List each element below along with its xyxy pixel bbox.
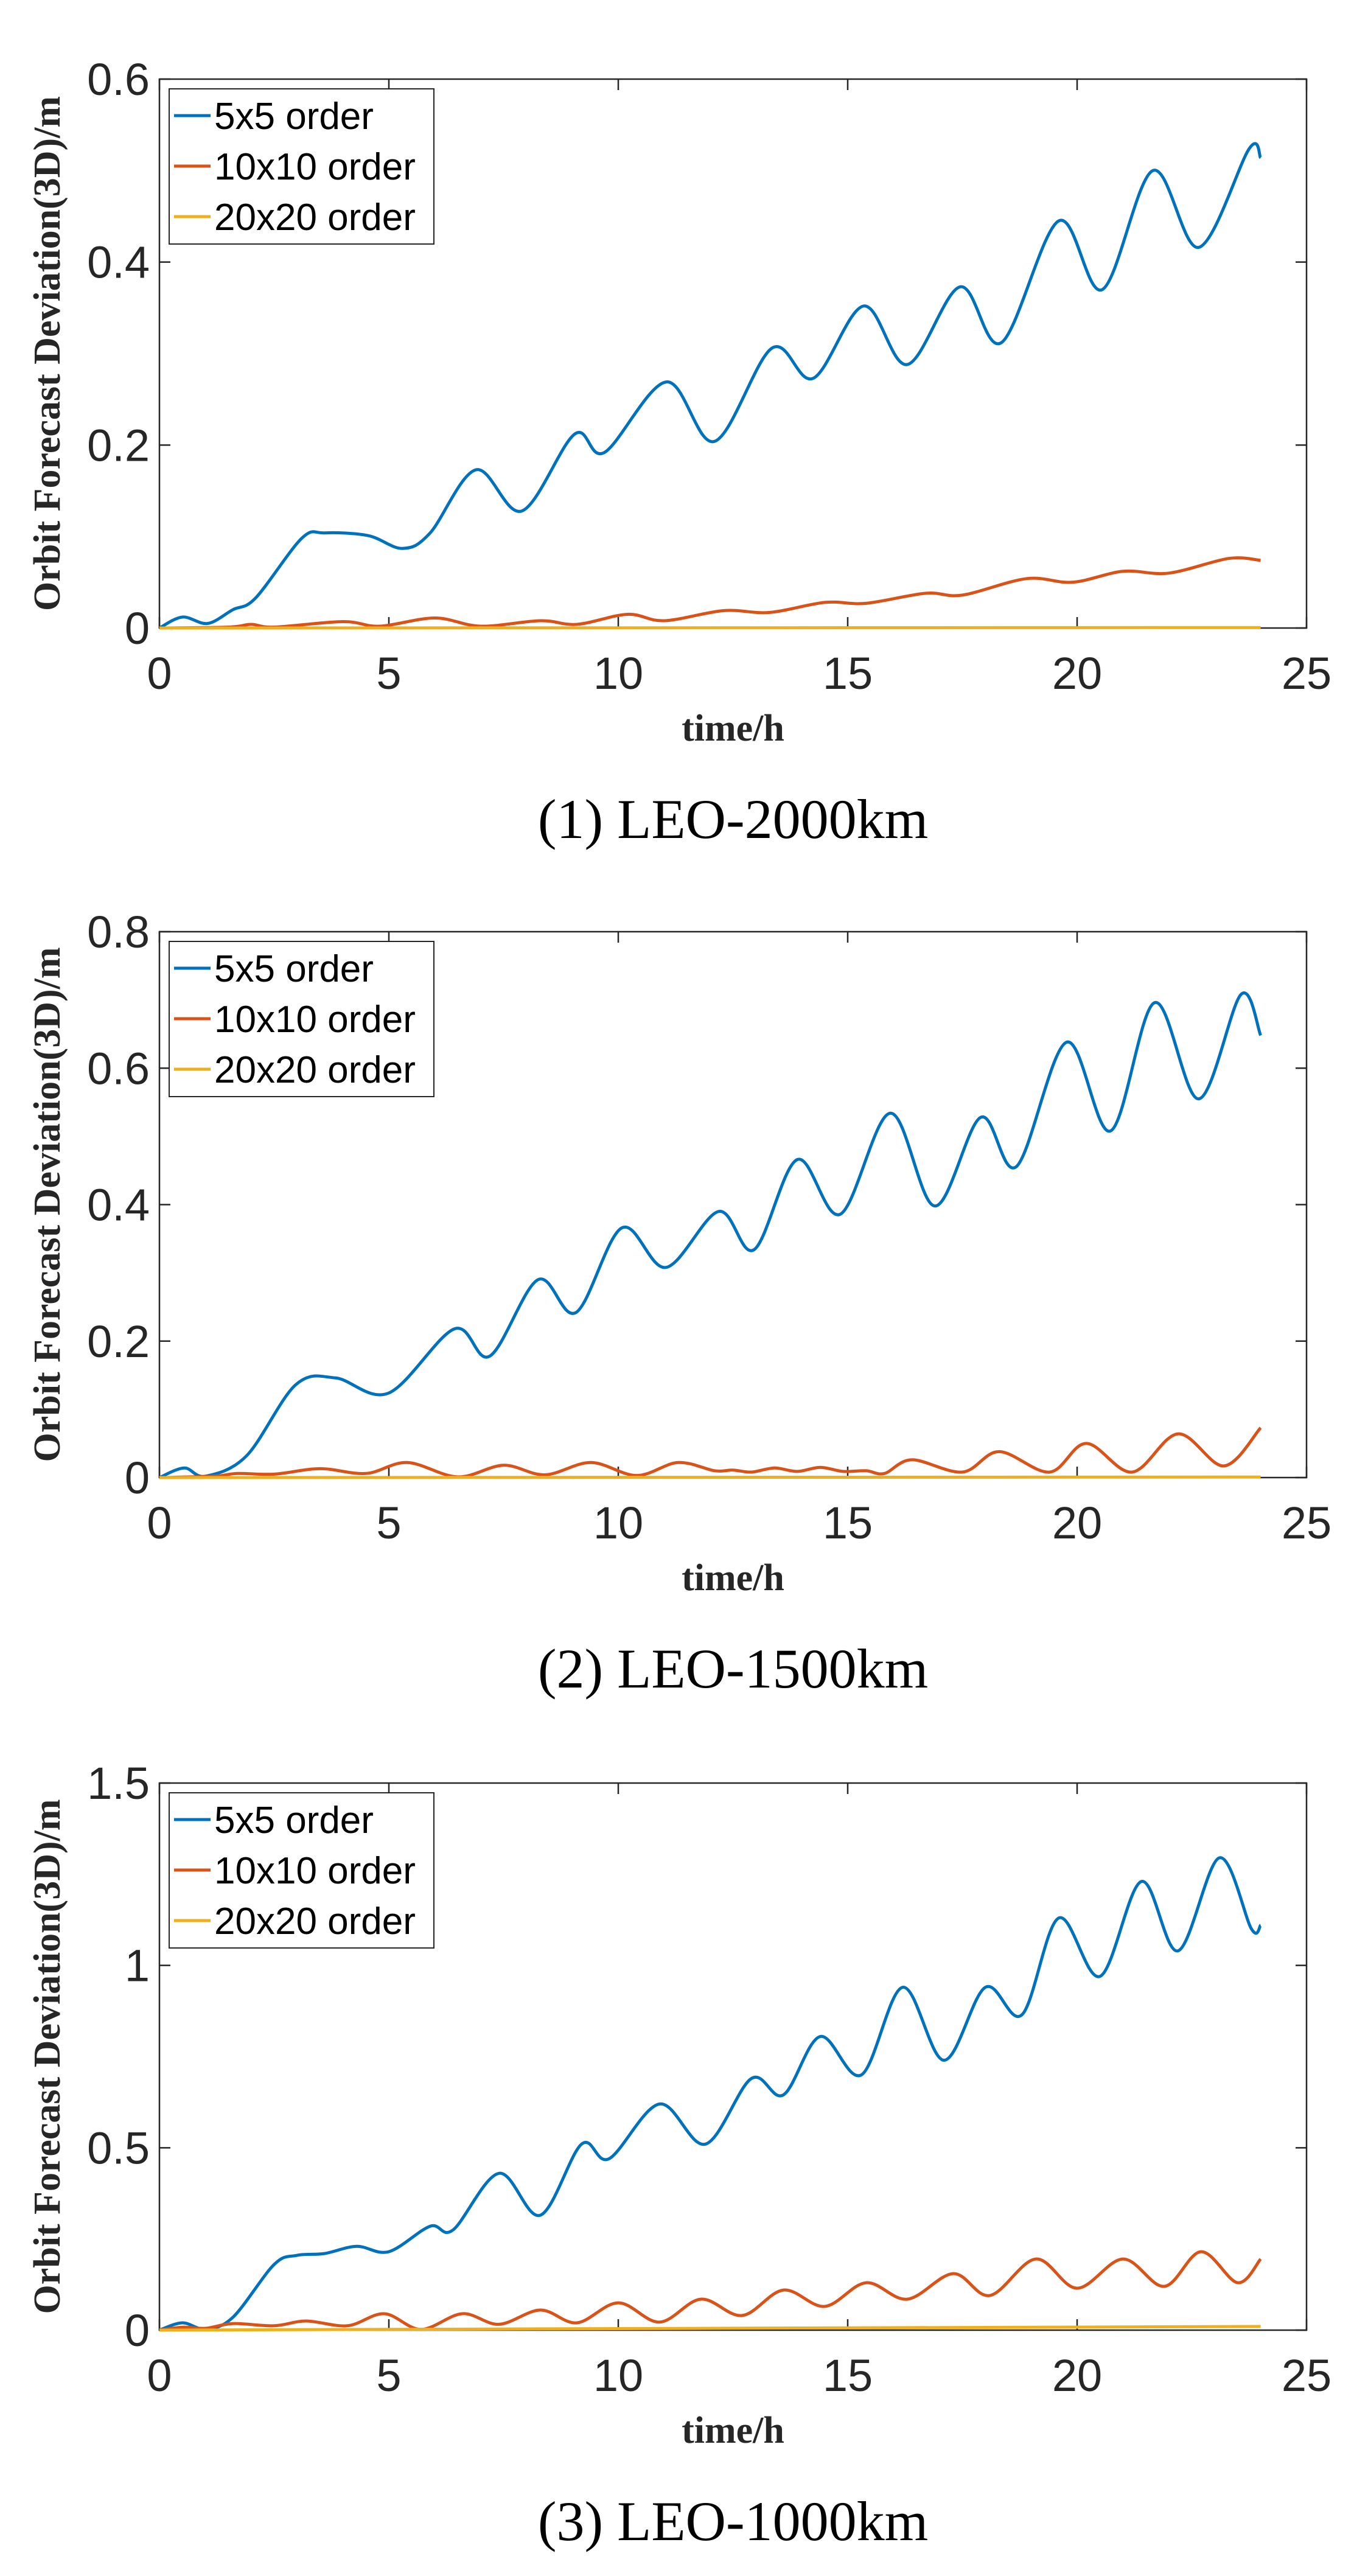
y-tick-label: 0 (125, 603, 150, 654)
x-tick-label: 0 (147, 2350, 172, 2401)
chart-caption: (2) LEO-1500km (538, 1638, 928, 1700)
x-tick-label: 20 (1052, 1498, 1102, 1548)
x-axis-label: time/h (682, 2410, 784, 2451)
y-tick-label: 0.5 (87, 2123, 150, 2173)
x-tick-label: 25 (1282, 1498, 1331, 1548)
legend: 5x5 order 10x10 order 20x20 order (169, 88, 434, 245)
chart-3: 0 5 10 15 20 25 0 0.5 1 1.5 5x5 order 10x10 order 20… (27, 1758, 1331, 2552)
legend: 5x5 order 10x10 order 20x20 order (169, 1792, 434, 1949)
x-tick-label: 20 (1052, 2350, 1102, 2401)
x-tick-label: 25 (1282, 648, 1331, 699)
series-line-3 (159, 1475, 1261, 1479)
chart-1: 0 5 10 15 20 25 0 0.2 0.4 0.6 5x5 order 10x10 order… (27, 54, 1331, 850)
y-tick-label: 0.6 (87, 54, 150, 105)
y-tick-label: 1.5 (87, 1758, 150, 1809)
y-tick-label: 0.4 (87, 1180, 150, 1230)
legend: 5x5 order 10x10 order 20x20 order (169, 941, 434, 1097)
x-tick-label: 15 (823, 1498, 873, 1548)
x-tick-label: 15 (823, 648, 873, 699)
x-tick-label: 5 (376, 2350, 401, 2401)
x-tick-label: 5 (376, 1498, 401, 1548)
y-tick-label: 0.6 (87, 1043, 150, 1094)
x-tick-label: 20 (1052, 648, 1102, 699)
series-line-1 (159, 991, 1262, 1479)
legend-label: 5x5 order (214, 948, 374, 990)
y-tick-label: 1 (125, 1941, 150, 1991)
x-tick-label: 25 (1282, 2350, 1331, 2401)
chart-2: 0 5 10 15 20 25 0 0.2 0.4 0.6 0.8 5x5 order 10x10 or… (27, 907, 1331, 1700)
legend-label: 5x5 order (214, 1799, 374, 1841)
legend-label: 10x10 order (214, 146, 416, 188)
x-tick-label: 0 (147, 648, 172, 699)
y-tick-label: 0.4 (87, 237, 150, 288)
x-tick-label: 10 (593, 648, 643, 699)
x-tick-label: 10 (593, 1498, 643, 1548)
series-line-3 (159, 626, 1261, 630)
y-axis-label: Orbit Forecast Deviation(3D)/m (27, 948, 68, 1462)
x-axis-label: time/h (682, 708, 784, 749)
legend-label: 20x20 order (214, 1049, 416, 1091)
series-line-2 (159, 1426, 1262, 1479)
y-axis-label: Orbit Forecast Deviation(3D)/m (27, 96, 68, 611)
series-line-2 (159, 2250, 1262, 2332)
y-tick-label: 0 (125, 2305, 150, 2356)
legend-label: 20x20 order (214, 1901, 416, 1942)
series-line-1 (158, 142, 1262, 630)
chart-caption: (3) LEO-1000km (538, 2490, 928, 2552)
x-tick-label: 10 (593, 2350, 643, 2401)
series-line-2 (159, 556, 1261, 630)
x-axis-label: time/h (682, 1557, 784, 1599)
y-tick-label: 0 (125, 1453, 150, 1503)
y-axis-label: Orbit Forecast Deviation(3D)/m (27, 1799, 68, 2314)
legend-box (169, 1792, 434, 1949)
y-tick-label: 0.8 (87, 907, 150, 957)
series-line-3 (159, 2325, 1261, 2332)
x-tick-label: 15 (823, 2350, 873, 2401)
x-tick-label: 0 (147, 1498, 172, 1548)
y-tick-label: 0.2 (87, 1316, 150, 1367)
series-line-1 (159, 1856, 1262, 2332)
y-tick-label: 0.2 (87, 420, 150, 470)
legend-label: 10x10 order (214, 1850, 416, 1892)
legend-label: 10x10 order (214, 999, 416, 1041)
legend-label: 20x20 order (214, 197, 416, 239)
x-tick-label: 5 (376, 648, 401, 699)
legend-box (169, 941, 434, 1097)
chart-caption: (1) LEO-2000km (538, 788, 928, 850)
legend-box (169, 88, 434, 245)
legend-label: 5x5 order (214, 96, 374, 138)
